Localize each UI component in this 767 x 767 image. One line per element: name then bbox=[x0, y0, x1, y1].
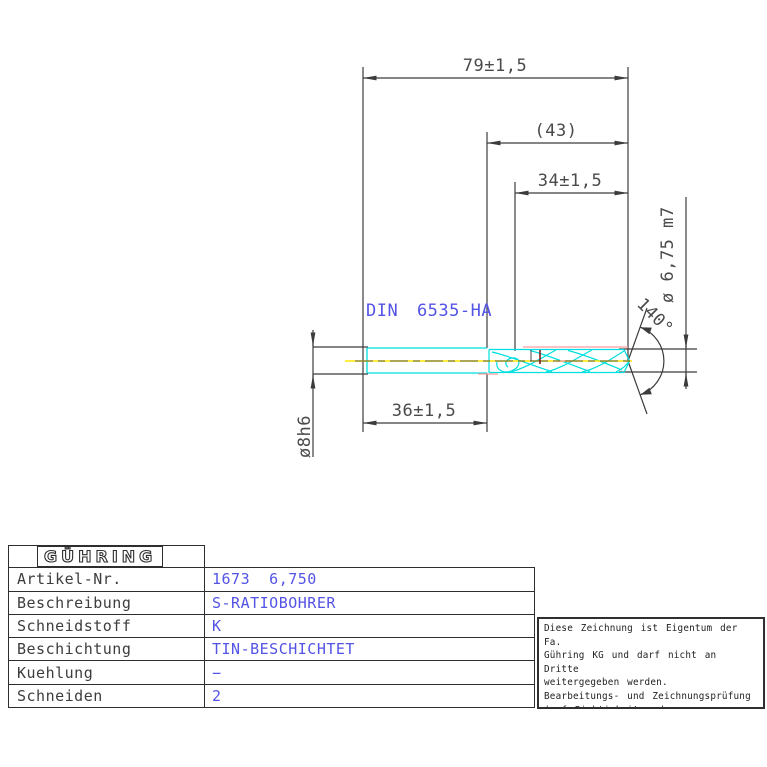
row-label-beschreibung: Beschreibung bbox=[8, 591, 204, 615]
row-value-artikel-nr: 1673 6,750 bbox=[204, 568, 535, 592]
technical-drawing: 79±1,5 (43) 34±1,5 36±1,5 ø8h6 ø 6,75 m7… bbox=[295, 56, 697, 458]
coating-lines bbox=[478, 346, 628, 375]
row-value-kuehlung: − bbox=[204, 661, 535, 685]
guehring-logo-text: GÜHRING bbox=[43, 547, 157, 567]
dim-overall-length-label: 79±1,5 bbox=[463, 56, 527, 76]
dim-cutting-diameter-label: ø 6,75 m7 bbox=[658, 206, 678, 303]
row-label-beschichtung: Beschichtung bbox=[8, 638, 204, 662]
extension-lines bbox=[313, 67, 697, 432]
row-value-schneidstoff: K bbox=[204, 614, 535, 639]
dim-flute-length-label: 34±1,5 bbox=[538, 171, 602, 191]
row-label-schneiden: Schneiden bbox=[8, 684, 204, 708]
title-block-table: GÜHRING Artikel-Nr. 1673 6,750 Beschreib… bbox=[8, 545, 535, 708]
din-spec-label: DIN 6535-HA bbox=[366, 301, 492, 321]
point-angle-dimension bbox=[627, 307, 665, 415]
dim-reference-length-label: (43) bbox=[535, 121, 578, 141]
row-label-kuehlung: Kuehlung bbox=[8, 661, 204, 685]
row-value-schneiden: 2 bbox=[204, 684, 535, 708]
row-label-artikel-nr: Artikel-Nr. bbox=[8, 568, 204, 592]
dimension-lines bbox=[310, 75, 689, 457]
dim-shank-length-label: 36±1,5 bbox=[392, 401, 456, 421]
guehring-logo: GÜHRING bbox=[37, 546, 164, 568]
row-value-beschreibung: S-RATIOBOHRER bbox=[204, 591, 535, 615]
row-value-beschichtung: TIN-BESCHICHTET bbox=[204, 638, 535, 662]
header-spacer-cell bbox=[204, 545, 535, 569]
row-label-schneidstoff: Schneidstoff bbox=[8, 614, 204, 639]
ownership-disclaimer-note: Diese Zeichnung ist Eigentum der Fa. Güh… bbox=[537, 617, 765, 709]
logo-cell: GÜHRING bbox=[8, 545, 204, 569]
drill-tool bbox=[345, 346, 632, 375]
dim-shank-diameter-label: ø8h6 bbox=[295, 415, 315, 458]
